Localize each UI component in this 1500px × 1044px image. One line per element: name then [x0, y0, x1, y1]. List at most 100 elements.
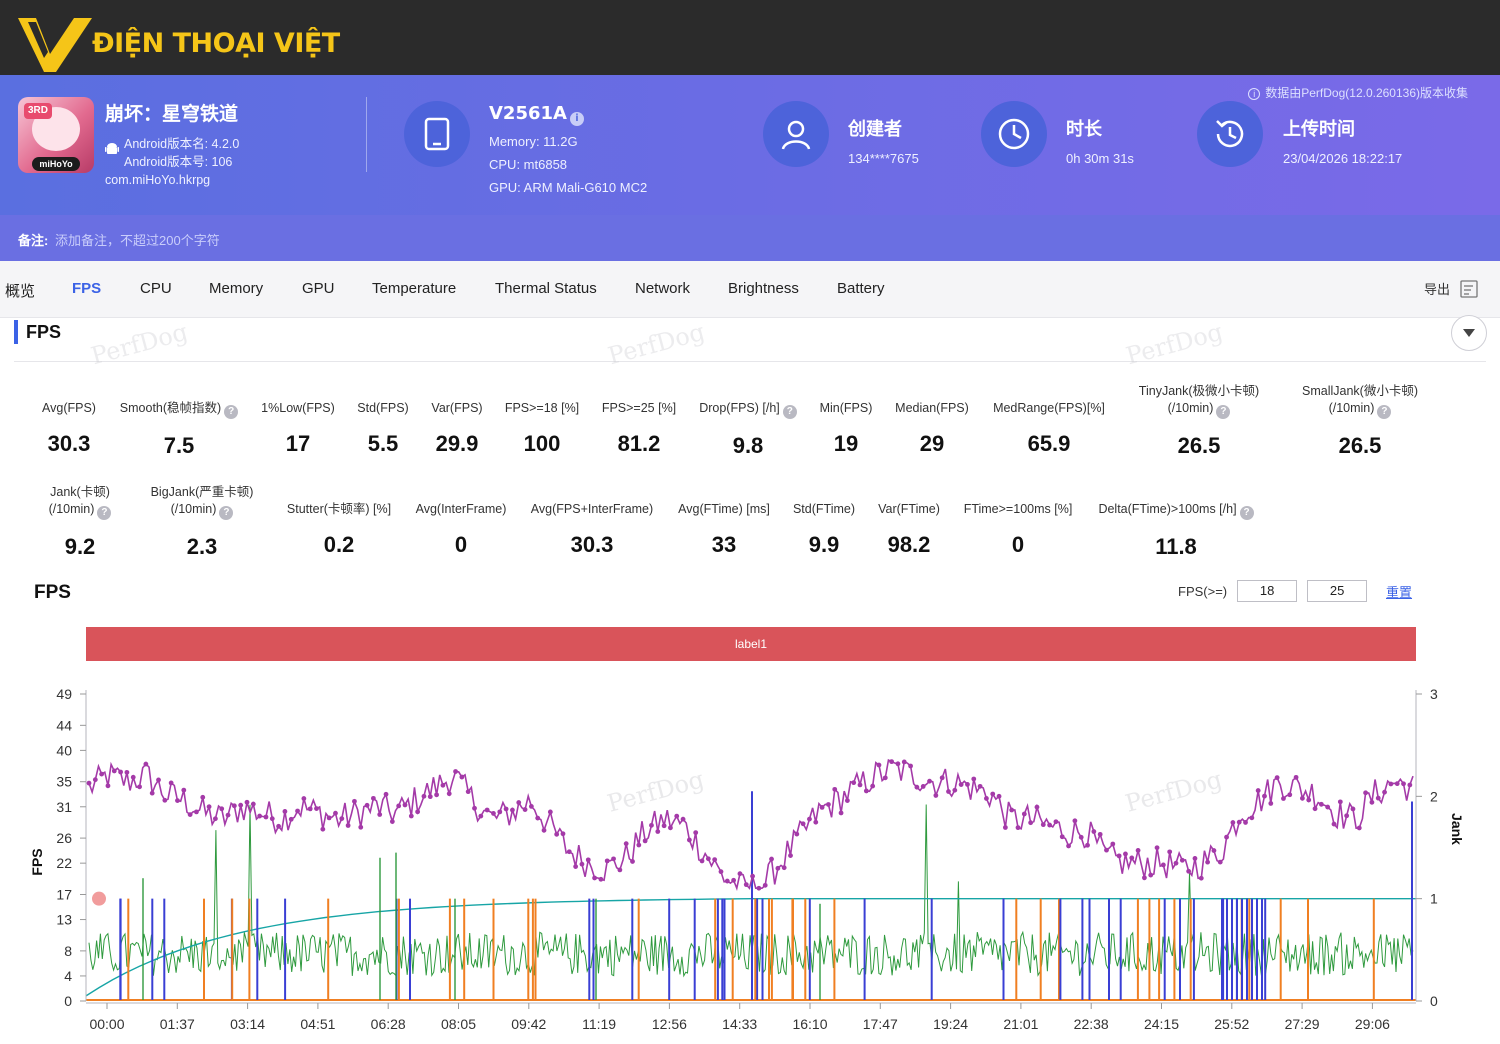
fps-point: [939, 775, 945, 781]
tab-temperature[interactable]: Temperature: [372, 280, 457, 297]
fps-point: [358, 824, 364, 830]
device-model: V2561A i: [489, 103, 584, 126]
fps-point: [1224, 834, 1229, 840]
fps-point: [996, 793, 1002, 799]
app-title: 崩坏：星穹铁道: [105, 103, 239, 125]
data-source-note: i 数据由PerfDog(12.0.260136)版本收集: [1248, 84, 1468, 101]
y-tick-label: 0: [64, 993, 72, 1009]
fps-point: [282, 809, 288, 814]
fps-point: [718, 869, 724, 875]
note-input[interactable]: 添加备注，不超过200个字符: [55, 233, 220, 248]
fps-point: [1129, 855, 1135, 861]
fps-point: [914, 784, 920, 790]
metric-delta-ftime: Delta(FTime)>100ms [/h]? 11.8: [1088, 501, 1264, 560]
fps-point: [92, 777, 98, 783]
tab-gpu[interactable]: GPU: [302, 280, 335, 297]
fps-point: [958, 782, 964, 787]
fps-point: [1066, 843, 1071, 849]
brand-name: ĐIỆN THOẠI VIỆT: [92, 28, 340, 59]
android-icon: [105, 143, 119, 154]
label-bar[interactable]: label1: [86, 627, 1416, 661]
tab-memory[interactable]: Memory: [209, 280, 264, 297]
fps-point: [1306, 797, 1312, 803]
fps-point: [705, 856, 711, 862]
y-tick-label: 13: [56, 912, 72, 928]
tab-network[interactable]: Network: [635, 280, 691, 297]
fps-point: [775, 865, 781, 871]
fps-point: [130, 774, 136, 780]
fps-point: [712, 857, 718, 863]
fps-point: [421, 793, 427, 799]
help-icon[interactable]: ?: [224, 405, 239, 419]
fps-point: [194, 809, 199, 815]
metric-big-jank: BigJank(严重卡顿) (/10min)? 2.3: [150, 485, 254, 559]
fps-point: [1116, 853, 1122, 859]
fps-point: [528, 804, 534, 809]
tab-fps[interactable]: FPS: [72, 280, 102, 297]
fps-point: [863, 788, 869, 794]
fps-point: [200, 794, 206, 800]
tab-brightness[interactable]: Brightness: [728, 280, 799, 297]
fps-point: [1350, 806, 1356, 812]
metric-fps-ge-25: FPS>=25 [%] 81.2: [601, 401, 677, 456]
help-icon[interactable]: ?: [1216, 405, 1231, 419]
help-icon[interactable]: ?: [97, 506, 112, 520]
fps-point: [882, 775, 888, 781]
help-icon[interactable]: ?: [1377, 405, 1392, 419]
app-icon-badge: 3RD: [24, 103, 52, 119]
fps-point: [1135, 848, 1141, 853]
fps-point: [1021, 811, 1027, 817]
fps-series-line: [88, 758, 1414, 891]
fps-point: [124, 769, 130, 775]
help-icon[interactable]: ?: [219, 506, 234, 520]
help-icon[interactable]: ?: [782, 405, 797, 419]
fps-point: [870, 783, 876, 789]
fps-point: [927, 778, 932, 784]
tab-overview[interactable]: 概览: [5, 283, 36, 300]
metric-avg-fps-interframe: Avg(FPS+InterFrame) 30.3: [530, 502, 654, 557]
fps-point: [813, 819, 819, 825]
tab-battery[interactable]: Battery: [837, 280, 885, 297]
x-tick-label: 06:28: [371, 1016, 406, 1032]
fps-point: [901, 759, 907, 765]
tab-thermal-status[interactable]: Thermal Status: [495, 280, 597, 297]
fps-threshold-high-input[interactable]: 25: [1307, 580, 1368, 602]
fps-point: [630, 859, 635, 864]
reset-button[interactable]: 重置: [1386, 585, 1413, 600]
fps-point: [737, 871, 743, 877]
fps-point: [276, 823, 281, 829]
device-gpu: GPU: ARM Mali-G610 MC2: [489, 180, 648, 195]
tab-cpu[interactable]: CPU: [140, 280, 172, 297]
fps-point: [756, 885, 762, 891]
fps-point: [1274, 775, 1280, 781]
fps-point: [1034, 804, 1040, 810]
fps-point: [415, 809, 421, 815]
fps-point: [231, 803, 237, 809]
fps-point: [1211, 848, 1217, 853]
fps-threshold-low-input[interactable]: 18: [1237, 580, 1298, 602]
brand-logo-icon: [18, 18, 92, 72]
x-tick-label: 25:52: [1214, 1016, 1249, 1032]
fps-point: [314, 806, 319, 811]
fps-point: [649, 822, 654, 828]
fps-point: [1388, 781, 1394, 787]
fps-point: [933, 793, 939, 798]
fps-point: [1217, 859, 1223, 865]
fps-point: [1047, 822, 1053, 828]
help-icon[interactable]: ?: [1239, 506, 1254, 520]
fps-point: [503, 806, 509, 812]
section-title: FPS: [14, 320, 61, 344]
app-icon-brand: miHoYo: [32, 157, 80, 171]
fps-point: [604, 858, 610, 864]
fps-point: [244, 799, 250, 805]
collapse-button[interactable]: [1451, 315, 1487, 351]
export-icon: [1460, 279, 1478, 298]
fps-point: [573, 864, 579, 869]
export-button[interactable]: 导出: [1424, 279, 1480, 298]
info-icon[interactable]: i: [569, 112, 584, 126]
fps-point: [339, 816, 345, 821]
fps-point: [402, 802, 408, 808]
fps-point: [465, 789, 471, 795]
x-tick-label: 03:14: [230, 1016, 265, 1032]
fps-point: [807, 816, 812, 822]
